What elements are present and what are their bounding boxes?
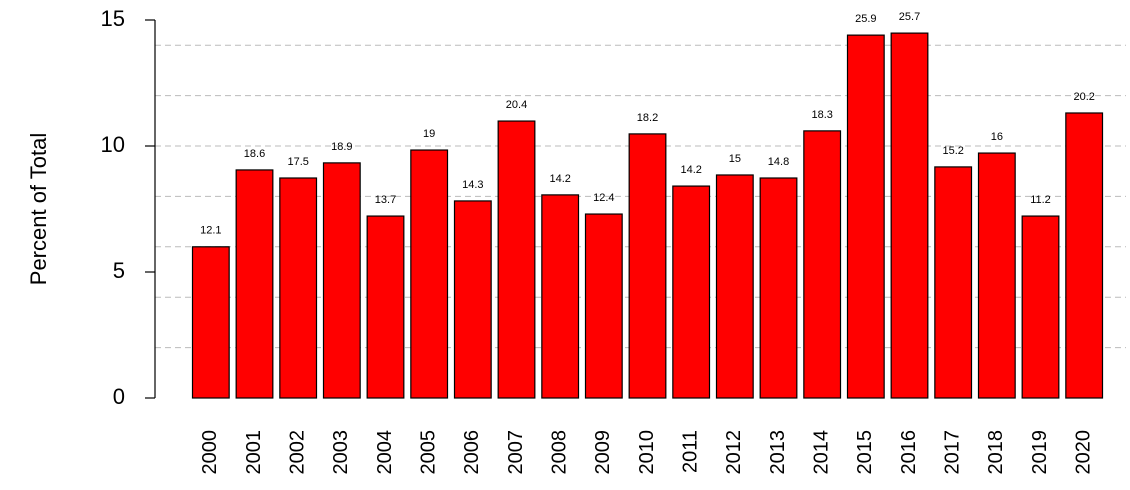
data-label: 12.4 — [593, 192, 614, 204]
data-label: 17.5 — [287, 156, 308, 168]
x-tick-label: 2012 — [723, 430, 745, 475]
bar — [1065, 112, 1104, 399]
data-label: 14.2 — [680, 164, 701, 176]
x-tick-label: 2016 — [898, 430, 920, 475]
data-label: 19 — [423, 128, 435, 140]
bar — [541, 194, 580, 399]
y-tick-label: 10 — [101, 132, 125, 157]
data-label: 20.2 — [1073, 91, 1094, 103]
bar — [672, 185, 711, 399]
data-label: 11.2 — [1030, 194, 1051, 206]
data-label: 15.2 — [942, 145, 963, 157]
data-label: 14.2 — [549, 173, 570, 185]
x-tick-label: 2011 — [679, 430, 701, 473]
x-tick-label: 2010 — [636, 430, 658, 475]
bar — [191, 246, 230, 399]
data-label: 16 — [991, 131, 1003, 143]
data-label: 13.7 — [375, 194, 396, 206]
y-tick-label: 5 — [113, 258, 125, 283]
data-label: 18.2 — [637, 112, 658, 124]
x-tick-label: 2002 — [286, 430, 308, 475]
x-tick-label: 2020 — [1072, 430, 1094, 475]
data-label: 18.3 — [811, 109, 832, 121]
x-tick-label: 2003 — [330, 430, 352, 475]
data-label: 18.9 — [331, 141, 352, 153]
bar — [934, 166, 973, 399]
x-tick-label: 2006 — [461, 430, 483, 475]
data-label: 15 — [729, 153, 741, 165]
data-label: 14.3 — [462, 179, 483, 191]
x-tick-label: 2008 — [548, 430, 570, 475]
bar — [235, 169, 274, 399]
data-label: 18.6 — [244, 148, 265, 160]
bar — [803, 130, 842, 399]
data-label: 20.4 — [506, 99, 527, 111]
data-label: 12.1 — [200, 225, 221, 237]
y-tick-label: 15 — [101, 6, 125, 31]
bar — [410, 149, 449, 399]
y-axis-label: Percent of Total — [26, 133, 51, 285]
x-tick-label: 2009 — [592, 430, 614, 475]
x-tick-label: 2007 — [505, 430, 527, 475]
x-tick-label: 2019 — [1029, 430, 1051, 475]
bar — [890, 32, 929, 399]
data-label: 25.9 — [855, 13, 876, 25]
x-tick-label: 2005 — [417, 430, 439, 475]
bar — [453, 200, 492, 399]
bar — [977, 152, 1016, 399]
x-tick-label: 2014 — [810, 430, 832, 475]
x-tick-label: 2000 — [199, 430, 221, 475]
bar — [1021, 215, 1060, 399]
y-tick-label: 0 — [113, 384, 125, 409]
bar — [846, 34, 885, 399]
x-tick-label: 2001 — [243, 430, 265, 475]
bar — [322, 162, 361, 399]
x-tick-label: 2013 — [767, 430, 789, 475]
bar — [497, 120, 536, 399]
bar — [628, 133, 667, 399]
x-tick-label: 2018 — [985, 430, 1007, 475]
bar — [584, 213, 623, 399]
bar — [366, 215, 405, 399]
data-label: 14.8 — [768, 156, 789, 168]
x-tick-label: 2004 — [374, 430, 396, 475]
bar — [279, 177, 318, 399]
data-label: 25.7 — [899, 11, 920, 23]
x-tick-label: 2017 — [941, 430, 963, 475]
bar — [759, 177, 798, 399]
x-tick-label: 2015 — [854, 430, 876, 475]
bar — [715, 174, 754, 399]
